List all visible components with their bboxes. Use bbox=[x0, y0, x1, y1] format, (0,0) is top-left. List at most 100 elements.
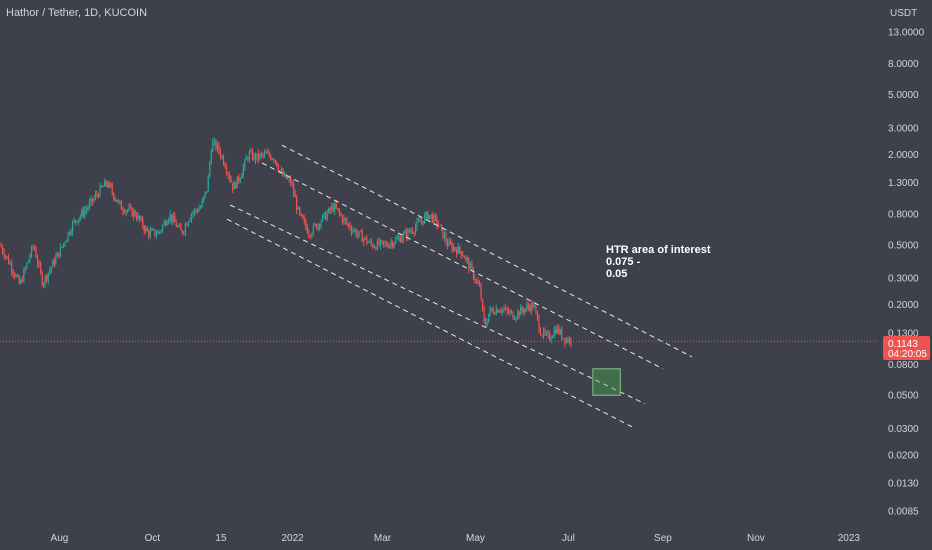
candle-body bbox=[456, 249, 458, 254]
candle-body bbox=[8, 256, 10, 264]
candle-body bbox=[186, 224, 188, 226]
candle-body bbox=[506, 308, 508, 311]
candle-body bbox=[76, 221, 78, 223]
last-price-badge: 0.1143 04:20:05 bbox=[883, 336, 930, 360]
candle-body bbox=[375, 247, 377, 250]
candle-body bbox=[248, 152, 251, 160]
last-price-badge-bg bbox=[883, 336, 930, 360]
candle-body bbox=[559, 329, 561, 334]
price-axis[interactable]: 13.0000 8.0000 5.0000 3.0000 2.0000 1.3000 0.8… bbox=[888, 28, 925, 518]
candle-body bbox=[160, 230, 162, 232]
y-tick-label: 0.1300 bbox=[888, 328, 919, 339]
candle-body bbox=[41, 272, 43, 286]
candle-body bbox=[107, 184, 109, 187]
candle-body bbox=[282, 171, 284, 177]
candle-body bbox=[119, 200, 121, 202]
candle-body bbox=[382, 241, 385, 244]
candle-body bbox=[78, 218, 80, 223]
candle-body bbox=[29, 256, 31, 261]
candle-body bbox=[459, 246, 461, 252]
time-axis[interactable]: Aug Oct 15 2022 Mar May Jul Sep Nov 2023 bbox=[51, 533, 861, 544]
candle-body bbox=[565, 338, 568, 343]
y-tick-label: 0.8000 bbox=[888, 210, 919, 221]
x-tick-label: Jul bbox=[562, 533, 575, 544]
candle-body bbox=[215, 140, 217, 149]
candle-body bbox=[530, 302, 532, 311]
candle-body bbox=[474, 277, 476, 281]
candle-body bbox=[233, 182, 235, 190]
candle-body bbox=[315, 224, 318, 229]
candle-body bbox=[94, 194, 97, 198]
candle-body bbox=[279, 170, 281, 172]
candle-body bbox=[283, 173, 286, 177]
candle-body bbox=[111, 186, 113, 193]
candle-body bbox=[129, 207, 132, 209]
candle-body bbox=[274, 160, 276, 162]
candle-body bbox=[486, 322, 488, 326]
candle-body bbox=[303, 218, 305, 221]
candle-body bbox=[407, 229, 409, 238]
candle-body bbox=[99, 185, 101, 197]
y-tick-label: 0.0800 bbox=[888, 360, 919, 371]
candle-body bbox=[239, 178, 241, 181]
candle-body bbox=[40, 263, 42, 273]
channel-line[interactable] bbox=[261, 162, 664, 370]
candle-body bbox=[521, 307, 523, 311]
candle-body bbox=[174, 215, 176, 223]
candle-body bbox=[431, 214, 433, 223]
candle-body bbox=[376, 240, 379, 250]
candle-body bbox=[332, 206, 334, 211]
candle-body bbox=[317, 224, 319, 229]
candle-body bbox=[46, 275, 48, 280]
candle-body bbox=[120, 201, 122, 210]
candle-body bbox=[567, 338, 569, 342]
last-price-value: 0.1143 bbox=[888, 339, 918, 350]
candle-body bbox=[0, 244, 2, 247]
candle-body bbox=[512, 311, 514, 320]
candle-body bbox=[235, 182, 237, 189]
candle-body bbox=[553, 329, 555, 337]
target-zone[interactable] bbox=[592, 368, 621, 396]
candle-body bbox=[527, 305, 529, 308]
candle-body bbox=[102, 186, 104, 188]
candle-body bbox=[353, 229, 356, 231]
candle-body bbox=[126, 210, 129, 212]
channel-line[interactable] bbox=[281, 144, 693, 358]
candle-body bbox=[427, 212, 429, 219]
candle-body bbox=[457, 246, 459, 254]
channel-line[interactable] bbox=[226, 218, 636, 430]
candle-body bbox=[70, 231, 72, 235]
candle-body bbox=[321, 215, 324, 222]
y-tick-label: 3.0000 bbox=[888, 123, 919, 134]
candle-body bbox=[1, 246, 4, 253]
candle-body bbox=[62, 243, 65, 247]
candle-body bbox=[222, 156, 225, 165]
candle-body bbox=[67, 232, 69, 241]
candle-body bbox=[47, 272, 49, 280]
candle-body bbox=[475, 280, 478, 282]
candle-body bbox=[442, 227, 444, 239]
candle-body bbox=[533, 305, 535, 308]
y-tick-label: 0.3000 bbox=[888, 274, 919, 285]
candle-body bbox=[477, 280, 479, 284]
candle-body bbox=[529, 307, 531, 311]
candle-body bbox=[206, 191, 208, 193]
candle-body bbox=[306, 226, 308, 234]
plot-area[interactable] bbox=[0, 137, 878, 430]
candle-body bbox=[216, 143, 219, 149]
candle-body bbox=[433, 215, 435, 223]
htr-annotation[interactable]: HTR area of interest 0.075 - 0.05 bbox=[606, 244, 711, 280]
candle-body bbox=[117, 200, 119, 202]
candle-body bbox=[166, 222, 168, 226]
channel-line[interactable] bbox=[229, 204, 645, 405]
candle-body bbox=[381, 240, 383, 242]
candle-body bbox=[169, 214, 171, 219]
candle-body bbox=[472, 267, 475, 278]
candle-body bbox=[151, 229, 153, 231]
y-tick-label: 2.0000 bbox=[888, 150, 919, 161]
candle-body bbox=[139, 215, 141, 220]
candle-body bbox=[91, 198, 94, 202]
candle-body bbox=[12, 271, 14, 274]
candle-body bbox=[507, 310, 510, 313]
